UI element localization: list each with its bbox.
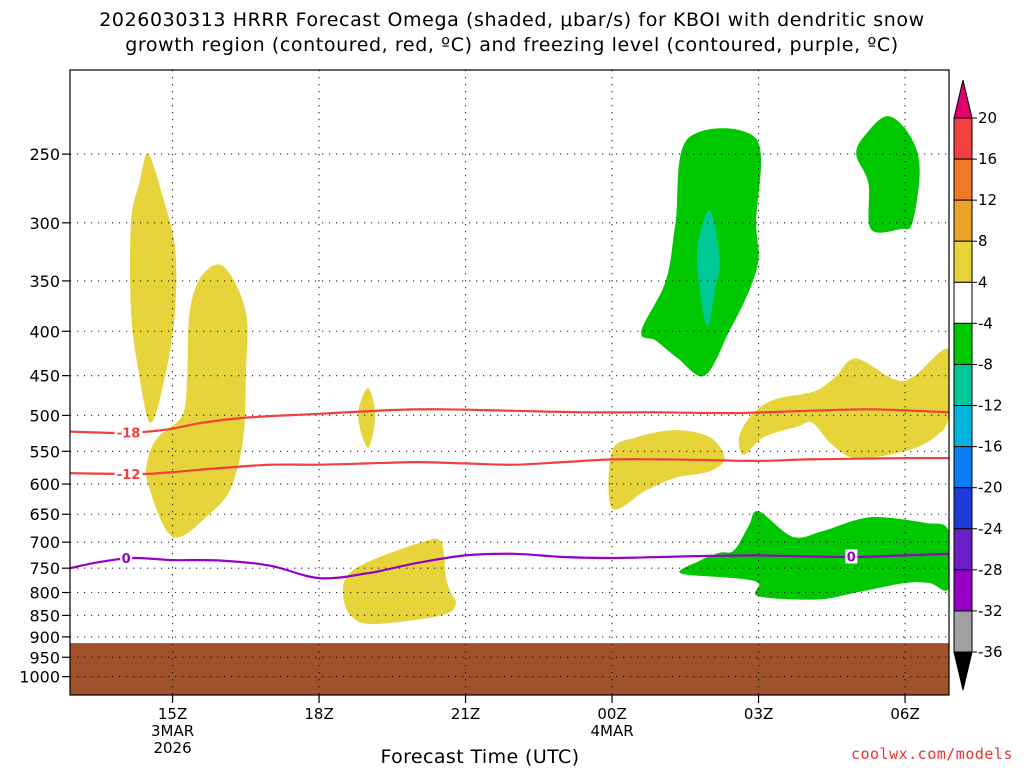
- omega-region-10: [679, 511, 949, 600]
- colorbar-top-triangle: [953, 79, 973, 119]
- chart-title-line-1: 2026030313 HRRR Forecast Omega (shaded, …: [99, 9, 925, 31]
- y-tick-label-1000: 1000: [19, 668, 60, 687]
- y-axis: 250 300 350 400 450 500 550 600 650 700 750 800 850 9…: [19, 145, 70, 687]
- omega-region-3: [358, 388, 376, 448]
- omega-region-5: [608, 430, 725, 510]
- omega-region-4: [342, 538, 457, 625]
- contour-label-bg--12-0: [114, 466, 143, 481]
- chart-title-line-2: growth region (contoured, red, ºC) and f…: [125, 34, 899, 56]
- y-tick-label-250: 250: [29, 145, 60, 164]
- contour-label--12-0: -12: [117, 468, 141, 483]
- colorbar-swatch-6: [953, 322, 973, 365]
- colorbar: 20 16 12 8 4 -4 -8 -12 -16 -20 -24 -28 -32 -36: [953, 79, 1003, 691]
- colorbar-label--32: -32: [978, 602, 1003, 620]
- colorbar-label-4: 4: [978, 273, 988, 291]
- colorbar-label-8: 8: [978, 232, 988, 250]
- terrain: [70, 643, 949, 695]
- colorbar-swatch-10: [953, 487, 973, 530]
- colorbar-label--4: -4: [978, 314, 993, 332]
- y-tick-label-650: 650: [29, 505, 60, 524]
- y-tick-label-450: 450: [29, 367, 60, 386]
- colorbar-swatch-4: [953, 240, 973, 283]
- y-tick-label-600: 600: [29, 475, 60, 494]
- omega-region-8: [696, 209, 720, 327]
- y-tick-label-700: 700: [29, 533, 60, 552]
- colorbar-swatch-13: [953, 610, 973, 653]
- colorbar-label--8: -8: [978, 355, 993, 373]
- terrain-fill: [70, 643, 949, 695]
- colorbar-swatch-11: [953, 528, 973, 571]
- omega-shading: [130, 116, 949, 625]
- x-tick-label-00Z-0: 00Z: [597, 705, 626, 723]
- y-tick-label-550: 550: [29, 442, 60, 461]
- x-tick-label-18Z-0: 18Z: [304, 705, 333, 723]
- colorbar-bottom-triangle: [953, 651, 973, 691]
- x-axis-title: Forecast Time (UTC): [380, 746, 580, 768]
- y-tick-label-850: 850: [29, 606, 60, 625]
- x-tick-label-15Z-1: 3MAR: [151, 722, 194, 740]
- contour-label-bg-0-0: [120, 550, 133, 565]
- colorbar-swatch-2: [953, 158, 973, 201]
- colorbar-label--24: -24: [978, 520, 1003, 538]
- colorbar-label-16: 16: [978, 150, 997, 168]
- colorbar-label--20: -20: [978, 479, 1003, 497]
- omega-region-2: [145, 264, 248, 538]
- omega-region-6: [738, 348, 949, 459]
- contour--12: [70, 456, 949, 476]
- colorbar-label--36: -36: [978, 643, 1003, 661]
- colorbar-label-20: 20: [978, 109, 997, 127]
- x-tick-label-00Z-1: 4MAR: [590, 722, 633, 740]
- y-tick-label-300: 300: [29, 214, 60, 233]
- y-tick-label-750: 750: [29, 559, 60, 578]
- contour-label-0-1: 0: [847, 550, 856, 565]
- watermark: coolwx.com/models: [850, 745, 1013, 763]
- x-tick-label-06Z-0: 06Z: [890, 705, 919, 723]
- contour-0: [70, 552, 949, 580]
- colorbar-swatch-1: [953, 117, 973, 160]
- y-tick-label-350: 350: [29, 272, 60, 291]
- colorbar-swatch-7: [953, 363, 973, 407]
- omega-region-1: [130, 153, 177, 423]
- contour-label-bg-0-1: [845, 549, 858, 564]
- y-tick-label-800: 800: [29, 584, 60, 603]
- colorbar-swatch-5: [953, 281, 973, 324]
- x-tick-label-15Z-0: 15Z: [158, 705, 187, 723]
- colorbar-swatch-3: [953, 199, 973, 242]
- colorbar-label-12: 12: [978, 191, 997, 209]
- colorbar-label--16: -16: [978, 438, 1003, 456]
- x-tick-label-21Z-0: 21Z: [451, 705, 480, 723]
- y-tick-label-500: 500: [29, 406, 60, 425]
- contour-lines: -18 -12 0 0: [70, 408, 949, 580]
- colorbar-label--12: -12: [978, 397, 1003, 415]
- x-tick-label-15Z-2: 2026: [153, 739, 191, 757]
- x-tick-label-03Z-0: 03Z: [744, 705, 773, 723]
- contour-label-bg--18-0: [114, 425, 143, 440]
- colorbar-swatch-8: [953, 405, 973, 448]
- y-tick-label-400: 400: [29, 322, 60, 341]
- contour--18: [70, 408, 949, 435]
- colorbar-label--28: -28: [978, 561, 1003, 579]
- y-tick-label-900: 900: [29, 628, 60, 647]
- omega-region-9: [856, 116, 920, 233]
- y-tick-label-950: 950: [29, 648, 60, 667]
- contour-label-0-0: 0: [122, 552, 131, 567]
- plot-frame: [69, 69, 950, 696]
- colorbar-swatch-9: [953, 446, 973, 489]
- colorbar-swatch-12: [953, 569, 973, 612]
- contour-label--18-0: -18: [117, 426, 141, 441]
